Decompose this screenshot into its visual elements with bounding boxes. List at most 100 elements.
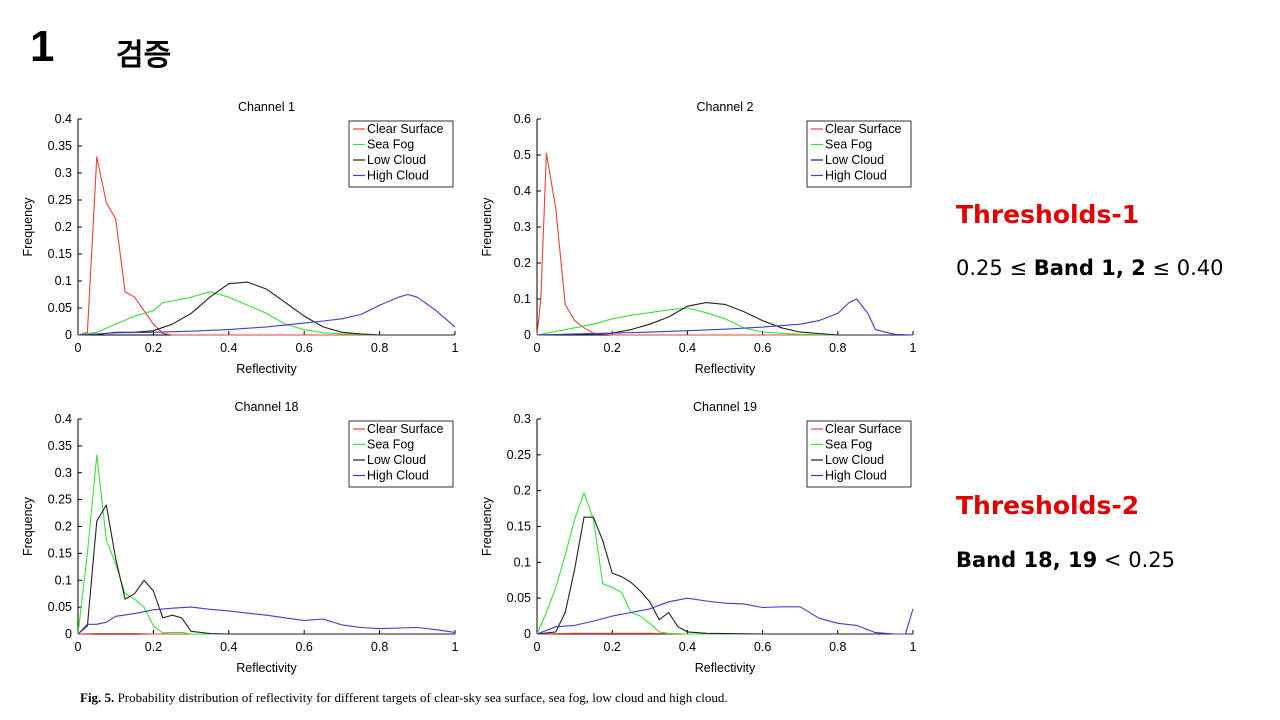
- y-tick-label: 0.2: [514, 484, 531, 498]
- chart-1: Channel 1 0 0.05 0.1 0.15 0.2 0.25 0.3 0.35 0.4 0 0…: [21, 100, 459, 376]
- legend-box: [806, 420, 912, 488]
- chart-2: Channel 2 0 0.1 0.2 0.3 0.4 0.5 0.6 0 0.2 0.4 0.6 0.…: [480, 100, 917, 376]
- thresholds-1-operator-1: ≤: [1009, 256, 1028, 280]
- series-line-4: [536, 298, 914, 336]
- x-tick-label: 0.6: [296, 640, 313, 654]
- x-tick-label: 0.4: [220, 640, 237, 654]
- y-tick-label: 0.25: [48, 193, 72, 207]
- x-axis-label: Reflectivity: [236, 362, 297, 376]
- series-line-4: [77, 293, 456, 336]
- x-tick-label: 0.2: [145, 341, 162, 355]
- chart-title: Channel 19: [693, 400, 757, 414]
- y-tick-label: 0.4: [55, 412, 72, 426]
- legend-entry: Low Cloud: [825, 153, 884, 167]
- y-tick-label: 0.1: [55, 573, 72, 587]
- thresholds-1-rule: 0.25 ≤ Band 1, 2 ≤ 0.40: [956, 256, 1223, 280]
- y-tick-label: 0.6: [514, 112, 531, 126]
- legend-entry: Low Cloud: [367, 453, 426, 467]
- y-tick-label: 0.2: [55, 520, 72, 534]
- series-line-1: [77, 156, 455, 336]
- y-tick-label: 0.25: [507, 448, 531, 462]
- y-tick-label: 0.05: [48, 301, 72, 315]
- y-tick-label: 0: [65, 328, 72, 342]
- x-tick-label: 0: [534, 640, 541, 654]
- x-tick-label: 0.4: [679, 640, 696, 654]
- legend-box: [348, 420, 454, 488]
- y-tick-label: 0.15: [48, 546, 72, 560]
- legend-entry: High Cloud: [825, 169, 887, 183]
- legend-entry: Sea Fog: [825, 438, 872, 452]
- x-tick-label: 0.6: [296, 341, 313, 355]
- x-axis-label: Reflectivity: [236, 661, 297, 675]
- y-tick-label: 0.3: [514, 220, 531, 234]
- thresholds-1-bands: Band 1, 2: [1033, 256, 1146, 280]
- x-tick-label: 0.8: [371, 640, 388, 654]
- chart-title: Channel 2: [697, 100, 754, 114]
- thresholds-1-title: Thresholds-1: [956, 200, 1140, 229]
- legend-entry: Clear Surface: [367, 422, 443, 436]
- caption-text: Probability distribution of reflectivity…: [117, 690, 728, 705]
- legend-entry: Clear Surface: [825, 122, 901, 136]
- legend-entry: Clear Surface: [367, 122, 443, 136]
- x-tick-label: 0.8: [829, 640, 846, 654]
- x-tick-label: 1: [910, 640, 917, 654]
- y-tick-label: 0.05: [507, 591, 531, 605]
- x-tick-label: 0: [75, 341, 82, 355]
- legend-entry: Sea Fog: [367, 438, 414, 452]
- y-tick-label: 0.25: [48, 493, 72, 507]
- y-tick-label: 0: [524, 627, 531, 641]
- y-tick-label: 0.3: [514, 412, 531, 426]
- y-axis-label: Frequency: [480, 197, 494, 257]
- series-line-4: [536, 597, 914, 635]
- x-tick-label: 0.8: [829, 341, 846, 355]
- thresholds-1-operator-2: ≤: [1152, 256, 1171, 280]
- series-line-4: [77, 606, 456, 635]
- series-line-3: [536, 302, 913, 336]
- x-tick-label: 1: [452, 640, 459, 654]
- x-tick-label: 0: [75, 640, 82, 654]
- chart-4: Channel 19 0 0.05 0.1 0.15 0.2 0.25 0.3 0 0.2 0.4 0…: [480, 400, 917, 675]
- slide-title: 검증: [116, 38, 172, 73]
- chart-title: Channel 18: [235, 400, 299, 414]
- y-tick-label: 0.05: [48, 600, 72, 614]
- thresholds-2-value: 0.25: [1128, 548, 1175, 572]
- x-tick-label: 1: [910, 341, 917, 355]
- x-tick-label: 0.4: [679, 341, 696, 355]
- y-tick-label: 0.35: [48, 139, 72, 153]
- thresholds-2-operator: <: [1103, 548, 1122, 572]
- y-axis-label: Frequency: [480, 496, 494, 556]
- legend-entry: Low Cloud: [825, 453, 884, 467]
- legend-box: [806, 120, 912, 188]
- x-tick-label: 1: [452, 341, 459, 355]
- y-tick-label: 0.3: [55, 166, 72, 180]
- chart-title: Channel 1: [238, 100, 295, 114]
- legend-entry: Clear Surface: [825, 422, 901, 436]
- chart-3: Channel 18 0 0.05 0.1 0.15 0.2 0.25 0.3 0.35 0.4 0…: [21, 400, 459, 675]
- x-tick-label: 0.8: [371, 341, 388, 355]
- x-axis-label: Reflectivity: [695, 661, 756, 675]
- series-line-2: [536, 492, 913, 635]
- y-tick-label: 0.2: [55, 220, 72, 234]
- x-tick-label: 0.4: [220, 341, 237, 355]
- y-tick-label: 0.5: [514, 148, 531, 162]
- y-axis-label: Frequency: [21, 496, 35, 556]
- legend-entry: High Cloud: [825, 469, 887, 483]
- x-tick-label: 0.2: [604, 341, 621, 355]
- y-tick-label: 0.15: [507, 520, 531, 534]
- legend-entry: Low Cloud: [367, 153, 426, 167]
- legend-entry: High Cloud: [367, 469, 429, 483]
- thresholds-1-upper-value: 0.40: [1176, 256, 1224, 280]
- y-tick-label: 0: [65, 627, 72, 641]
- y-tick-label: 0: [524, 328, 531, 342]
- caption-label: Fig. 5.: [80, 690, 115, 705]
- figure-caption: Fig. 5. Probability distribution of refl…: [80, 690, 728, 706]
- y-tick-label: 0.1: [514, 292, 531, 306]
- legend-entry: Sea Fog: [367, 138, 414, 152]
- thresholds-2-rule: Band 18, 19 < 0.25: [956, 548, 1175, 572]
- legend-entry: High Cloud: [367, 169, 429, 183]
- legend-entry: Sea Fog: [825, 138, 872, 152]
- series-line-3: [536, 516, 913, 635]
